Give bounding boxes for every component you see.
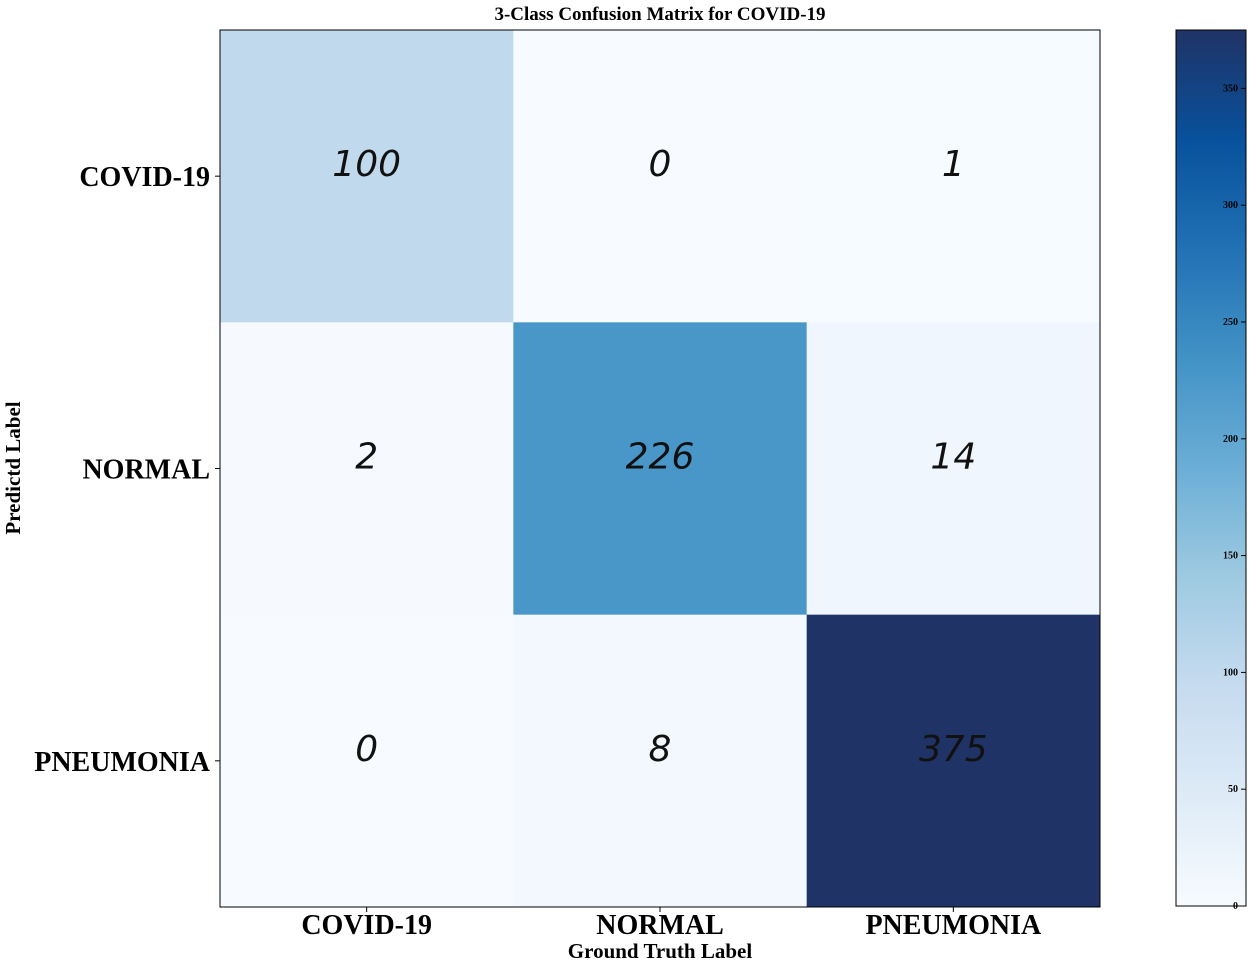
colorbar-ticks: 0 50 100 150 200 250 300 350	[1223, 83, 1246, 912]
cell-value-label: 2	[355, 437, 378, 478]
colorbar-tick-label: 350	[1223, 83, 1238, 94]
heatmap-cell	[513, 30, 808, 323]
cell-value-label: 8	[649, 729, 672, 770]
colorbar-tick-label: 300	[1223, 200, 1238, 211]
y-tick-labels: COVID-19 NORMAL PNEUMONIA	[34, 162, 220, 778]
x-tick-label: PNEUMONIA	[865, 910, 1042, 941]
colorbar-tick-label: 150	[1223, 551, 1238, 562]
cell-value-label: 226	[626, 437, 695, 478]
x-tick-labels: COVID-19 NORMAL PNEUMONIA	[301, 907, 1042, 941]
y-axis-label: Predictd Label	[1, 401, 25, 534]
colorbar-tick-label: 200	[1223, 434, 1238, 445]
heatmap-cell	[513, 322, 808, 616]
heatmap-cell	[220, 30, 514, 323]
heatmap-cell	[220, 322, 514, 616]
cell-value-label: 0	[649, 144, 672, 185]
colorbar-tick-label: 250	[1223, 317, 1238, 328]
colorbar	[1175, 29, 1247, 907]
heatmap-cell	[220, 614, 514, 908]
cell-value-label: 0	[355, 729, 378, 770]
x-tick-label: COVID-19	[301, 910, 432, 941]
heatmap-cell-values: 100 0 1 2 226 14 0 8 375	[332, 144, 987, 770]
heatmap-cells	[220, 30, 1101, 908]
y-tick-label: COVID-19	[79, 162, 210, 193]
colorbar-tick-label: 50	[1228, 784, 1238, 795]
y-tick-label: PNEUMONIA	[34, 747, 211, 778]
heatmap-cell	[806, 30, 1101, 323]
heatmap-cell	[806, 614, 1101, 908]
heatmap-cell	[806, 322, 1101, 616]
cell-value-label: 14	[930, 437, 976, 478]
y-tick-label: NORMAL	[82, 455, 210, 486]
x-axis-label: Ground Truth Label	[568, 939, 753, 963]
chart-title: 3-Class Confusion Matrix for COVID-19	[494, 4, 825, 25]
heatmap-cell	[513, 614, 808, 908]
cell-value-label: 100	[332, 144, 401, 185]
colorbar-tick-label: 100	[1223, 667, 1238, 678]
cell-value-label: 1	[942, 144, 965, 185]
colorbar-tick-label: 0	[1233, 901, 1238, 912]
x-tick-label: NORMAL	[596, 910, 724, 941]
cell-value-label: 375	[919, 729, 988, 770]
